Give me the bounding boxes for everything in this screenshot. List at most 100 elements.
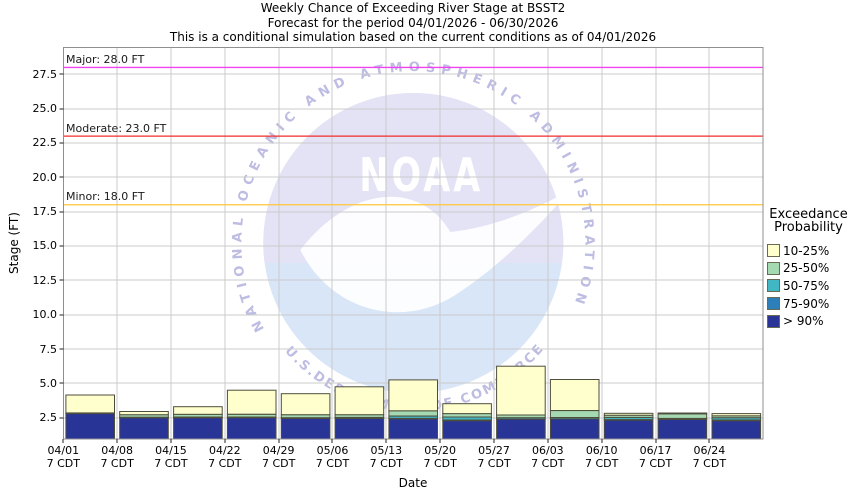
bar-week-05-13 xyxy=(388,379,438,440)
bar-week-04-01 xyxy=(65,394,115,440)
bar-segment xyxy=(119,411,169,416)
bar-week-06-24 xyxy=(711,413,762,440)
y-tick-label: 22.5 xyxy=(32,136,58,150)
x-tick-label: 04/15 7 CDT xyxy=(154,444,188,470)
y-tick-label: 25.0 xyxy=(32,102,58,116)
chart-title: Weekly Chance of Exceeding River Stage a… xyxy=(260,1,566,15)
y-tick-label: 12.5 xyxy=(32,273,58,287)
bar-segment xyxy=(388,418,438,440)
legend-item: 50-75% xyxy=(767,277,850,295)
bar-week-05-20 xyxy=(442,403,492,440)
x-axis-label: Date xyxy=(398,476,428,490)
legend-title: Exceedance Probability xyxy=(769,207,848,235)
legend-item-label: > 90% xyxy=(783,314,824,329)
x-tick-label: 06/10 7 CDT xyxy=(584,444,619,470)
bar-week-06-10 xyxy=(603,412,654,440)
bar-segment xyxy=(119,417,169,440)
legend-swatch xyxy=(767,297,780,311)
legend-item: > 90% xyxy=(767,312,850,330)
bar-segment xyxy=(173,417,223,440)
plot-border xyxy=(62,47,764,440)
legend: Exceedance Probability 10-25% 25-50% 50-75… xyxy=(767,208,850,330)
bar-week-06-03 xyxy=(549,379,600,440)
bar-segment xyxy=(226,417,277,440)
bar-segment xyxy=(549,379,600,411)
x-tick-label: 06/24 7 CDT xyxy=(692,444,727,470)
bar-week-05-06 xyxy=(334,386,385,440)
bar-segment xyxy=(442,420,492,440)
y-tick-label: 17.5 xyxy=(32,205,58,219)
chart-note: This is a conditional simulation based o… xyxy=(169,30,657,44)
bar-segment xyxy=(280,393,331,416)
y-tick-label: 2.5 xyxy=(39,411,58,425)
bar-segment xyxy=(657,412,708,415)
watermark-gull-icon xyxy=(300,190,571,313)
bar-week-04-08 xyxy=(119,411,169,440)
bar-week-06-17 xyxy=(657,412,708,440)
legend-item: 25-50% xyxy=(767,260,850,278)
bar-segment xyxy=(603,419,654,440)
legend-swatch xyxy=(767,261,780,275)
y-tick-label: 10.0 xyxy=(32,308,58,322)
legend-item-label: 10-25% xyxy=(783,243,830,258)
legend-swatch xyxy=(767,244,780,258)
y-tick-label: 27.5 xyxy=(32,67,58,81)
bar-segment xyxy=(496,418,546,440)
bar-segment xyxy=(65,394,115,414)
legend-item-label: 50-75% xyxy=(783,278,830,293)
chart-subtitle: Forecast for the period 04/01/2026 - 06/… xyxy=(267,15,559,30)
stacked-bars xyxy=(65,365,762,440)
chart-titles: Weekly Chance of Exceeding River Stage a… xyxy=(63,1,763,46)
threshold-label-minor: Minor: 18.0 FT xyxy=(66,190,145,204)
bar-week-04-22 xyxy=(226,389,277,440)
x-tick-label: 04/29 7 CDT xyxy=(261,444,296,470)
x-tick-label: 05/06 7 CDT xyxy=(315,444,350,470)
legend-item: 75-90% xyxy=(767,295,850,313)
bar-segment xyxy=(657,413,708,419)
bar-segment xyxy=(65,413,115,440)
y-tick-label: 5.0 xyxy=(39,376,58,390)
bar-week-04-29 xyxy=(280,393,331,440)
bar-segment xyxy=(549,418,600,440)
bar-segment xyxy=(442,413,492,418)
bar-segment xyxy=(388,410,438,417)
x-tick-label: 05/13 7 CDT xyxy=(369,444,404,470)
bar-segment xyxy=(657,418,708,440)
x-tick-label: 04/22 7 CDT xyxy=(208,444,242,470)
bar-segment xyxy=(603,412,654,416)
x-tick-label: 05/20 7 CDT xyxy=(423,444,457,470)
x-tick-label: 05/27 7 CDT xyxy=(477,444,511,470)
bar-segment xyxy=(711,420,762,440)
legend-swatch xyxy=(767,314,780,328)
legend-item: 10-25% xyxy=(767,242,850,260)
bar-segment xyxy=(549,410,600,419)
bar-segment xyxy=(226,389,277,415)
threshold-label-moderate: Moderate: 23.0 FT xyxy=(66,121,167,135)
bar-segment xyxy=(173,406,223,415)
bar-segment xyxy=(280,417,331,440)
x-tick-label: 06/03 7 CDT xyxy=(531,444,565,470)
x-tick-label: 06/17 7 CDT xyxy=(638,444,673,470)
x-tick-label: 04/08 7 CDT xyxy=(100,444,134,470)
bar-segment xyxy=(442,403,492,415)
watermark-noaa-text: NOAA xyxy=(359,148,483,202)
y-tick-label: 15.0 xyxy=(32,239,58,253)
bar-week-04-15 xyxy=(173,406,223,440)
legend-swatch xyxy=(767,279,780,293)
legend-item-label: 75-90% xyxy=(783,296,830,311)
bar-segment xyxy=(711,413,762,417)
bar-segment xyxy=(334,386,385,416)
bar-segment xyxy=(496,365,546,416)
bar-segment xyxy=(334,417,385,440)
bar-week-05-27 xyxy=(496,365,546,440)
y-tick-label: 20.0 xyxy=(32,170,58,184)
axis-ticks xyxy=(59,73,710,443)
legend-item-label: 25-50% xyxy=(783,261,830,276)
bar-segment xyxy=(226,413,277,418)
threshold-label-major: Major: 28.0 FT xyxy=(66,52,145,66)
x-tick-label: 04/01 7 CDT xyxy=(46,444,80,470)
legend-items: 10-25% 25-50% 50-75% 75-90% > 90% xyxy=(767,242,850,330)
